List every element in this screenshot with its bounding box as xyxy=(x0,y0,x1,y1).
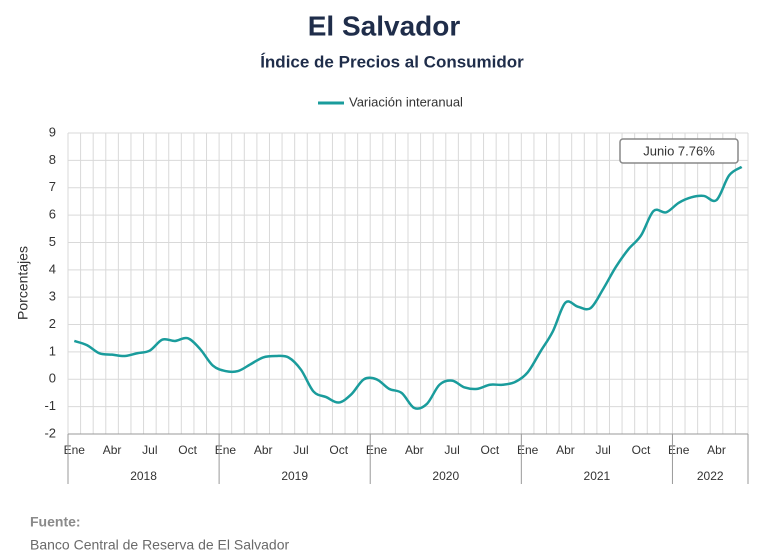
x-tick-label: Oct xyxy=(329,443,348,457)
annotation-box xyxy=(619,138,739,164)
source-label: Fuente: xyxy=(30,514,81,530)
year-label: 2019 xyxy=(281,469,308,483)
x-tick-label: Abr xyxy=(103,443,122,457)
annotation: Junio 7.76% xyxy=(643,143,715,158)
y-tick-label: 0 xyxy=(49,371,56,386)
x-tick-label: Oct xyxy=(481,443,500,457)
y-tick-label: 1 xyxy=(49,343,56,358)
x-tick-label: Ene xyxy=(215,443,237,457)
x-tick-label: Abr xyxy=(405,443,424,457)
x-tick-label: Abr xyxy=(707,443,726,457)
y-tick-label: 8 xyxy=(49,152,56,167)
x-tick-label: Ene xyxy=(64,443,86,457)
y-tick-label: 2 xyxy=(49,316,56,331)
x-tick-label: Oct xyxy=(632,443,651,457)
x-tick-label: Ene xyxy=(366,443,388,457)
y-tick-label: -2 xyxy=(44,425,56,440)
y-axis-label: Porcentajes xyxy=(15,246,31,320)
y-tick-label: 7 xyxy=(49,179,56,194)
year-label: 2021 xyxy=(584,469,611,483)
x-tick-label: Oct xyxy=(178,443,197,457)
year-label: 2022 xyxy=(697,469,724,483)
year-label: 2018 xyxy=(130,469,157,483)
line xyxy=(73,165,743,410)
y-tick-label: 3 xyxy=(49,289,56,304)
chart-subtitle: Índice de Precios al Consumidor xyxy=(260,52,524,71)
y-tick-label: 4 xyxy=(49,261,56,276)
y-tick-label: 9 xyxy=(49,124,56,139)
x-tick-label: Abr xyxy=(254,443,273,457)
y-tick-label: 5 xyxy=(49,234,56,249)
x-tick-label: Jul xyxy=(444,443,459,457)
x-tick-label: Ene xyxy=(517,443,539,457)
x-tick-label: Jul xyxy=(142,443,157,457)
y-tick-label: 6 xyxy=(49,207,56,222)
chart-title: El Salvador xyxy=(308,10,461,41)
source: Banco Central de Reserva de El Salvador xyxy=(30,537,289,553)
legend-label: Variación interanual xyxy=(349,94,463,109)
x-tick-label: Jul xyxy=(596,443,611,457)
x-tick-label: Ene xyxy=(668,443,690,457)
x-tick-label: Jul xyxy=(293,443,308,457)
y-tick-label: -1 xyxy=(44,398,56,413)
x-tick-label: Abr xyxy=(556,443,575,457)
year-label: 2020 xyxy=(432,469,459,483)
